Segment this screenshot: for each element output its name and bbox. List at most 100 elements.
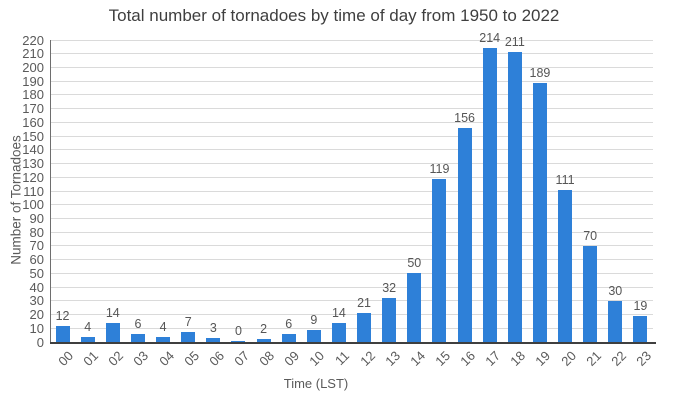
bar-value-label: 14 bbox=[331, 305, 346, 320]
y-tick-label: 20 bbox=[29, 307, 44, 323]
x-tick-label: 19 bbox=[532, 348, 554, 369]
y-gridline bbox=[50, 300, 653, 302]
y-gridline bbox=[50, 190, 653, 192]
x-tick-label: 07 bbox=[231, 348, 253, 369]
x-tick-label: 12 bbox=[356, 348, 378, 369]
bar-15 bbox=[432, 178, 447, 342]
y-tick-label: 100 bbox=[22, 197, 44, 213]
x-tick-label: 18 bbox=[507, 348, 529, 369]
bar-value-label: 6 bbox=[134, 316, 142, 331]
y-gridline bbox=[50, 108, 653, 110]
x-tick-label: 17 bbox=[482, 348, 504, 369]
y-tick-label: 10 bbox=[29, 320, 44, 336]
bar-value-label: 70 bbox=[583, 228, 598, 243]
bar-05 bbox=[181, 332, 196, 342]
bar-value-label: 4 bbox=[159, 319, 167, 334]
chart-title: Total number of tornadoes by time of day… bbox=[108, 6, 560, 25]
y-gridline bbox=[50, 94, 653, 96]
y-gridline bbox=[50, 176, 653, 178]
x-axis-line bbox=[50, 342, 656, 344]
bar-value-label: 14 bbox=[105, 305, 120, 320]
bar-value-label: 189 bbox=[529, 65, 551, 80]
x-tick-label: 06 bbox=[206, 348, 227, 369]
x-axis-title: Time (LST) bbox=[283, 376, 349, 391]
y-gridline bbox=[50, 204, 653, 206]
bar-value-label: 3 bbox=[209, 320, 217, 335]
y-gridline bbox=[50, 217, 653, 219]
x-tick-label: 23 bbox=[633, 348, 655, 369]
bar-03 bbox=[130, 333, 145, 342]
bar-00 bbox=[55, 325, 70, 342]
y-tick-label: 160 bbox=[22, 114, 44, 130]
y-gridline bbox=[50, 314, 653, 316]
bar-18 bbox=[507, 52, 522, 342]
bar-value-label: 32 bbox=[382, 281, 397, 296]
bar-value-label: 156 bbox=[454, 110, 475, 125]
y-tick-label: 90 bbox=[29, 210, 44, 226]
bar-value-label: 211 bbox=[504, 35, 525, 50]
x-tick-label: 11 bbox=[332, 348, 353, 369]
y-gridline bbox=[50, 245, 653, 247]
bar-23 bbox=[633, 315, 648, 342]
bar-value-label: 12 bbox=[55, 308, 70, 323]
y-tick-label: 50 bbox=[29, 265, 44, 281]
y-tick-label: 30 bbox=[29, 293, 44, 309]
y-tick-label: 60 bbox=[29, 252, 44, 268]
x-tick-label: 10 bbox=[306, 348, 328, 369]
y-gridline bbox=[50, 121, 653, 123]
y-gridline bbox=[50, 149, 653, 151]
y-gridline bbox=[50, 163, 653, 165]
bar-12 bbox=[357, 313, 372, 342]
x-tick-label: 02 bbox=[105, 348, 127, 369]
bar-07 bbox=[231, 340, 246, 342]
y-gridline bbox=[50, 327, 653, 329]
x-tick-label: 03 bbox=[130, 348, 152, 369]
bar-value-label: 50 bbox=[407, 256, 422, 271]
bar-19 bbox=[532, 82, 547, 342]
bar-value-label: 9 bbox=[310, 312, 318, 327]
bar-06 bbox=[206, 337, 221, 342]
bar-04 bbox=[156, 336, 171, 342]
y-gridline bbox=[50, 272, 653, 274]
x-tick-label: 14 bbox=[407, 348, 428, 369]
x-tick-label: 04 bbox=[155, 348, 177, 369]
y-tick-label: 170 bbox=[22, 101, 44, 117]
y-tick-label: 70 bbox=[29, 238, 44, 254]
bar-value-label: 119 bbox=[429, 161, 450, 176]
y-tick-label: 140 bbox=[22, 142, 44, 158]
y-tick-label: 180 bbox=[22, 87, 44, 103]
bar-01 bbox=[80, 336, 95, 342]
bar-value-label: 19 bbox=[633, 298, 648, 313]
y-axis-line bbox=[50, 40, 51, 342]
x-tick-label: 00 bbox=[55, 348, 77, 369]
bar-value-label: 0 bbox=[234, 323, 242, 338]
y-tick-label: 190 bbox=[22, 73, 44, 89]
bar-value-label: 21 bbox=[357, 296, 372, 311]
bar-21 bbox=[583, 245, 598, 342]
bar-value-label: 111 bbox=[555, 172, 575, 187]
bar-value-label: 2 bbox=[260, 322, 268, 337]
y-tick-label: 210 bbox=[22, 46, 44, 62]
y-tick-label: 130 bbox=[22, 156, 44, 172]
x-tick-label: 22 bbox=[608, 348, 629, 369]
bar-value-label: 30 bbox=[608, 283, 623, 298]
bar-value-label: 7 bbox=[184, 315, 192, 330]
y-gridline bbox=[50, 66, 653, 68]
y-gridline bbox=[50, 53, 653, 55]
bar-11 bbox=[331, 322, 346, 342]
x-tick-label: 13 bbox=[381, 348, 403, 369]
x-tick-label: 15 bbox=[432, 348, 454, 369]
bar-value-label: 4 bbox=[84, 319, 92, 334]
bar-13 bbox=[382, 298, 397, 342]
x-tick-label: 21 bbox=[582, 348, 604, 369]
y-gridline bbox=[50, 231, 653, 233]
bar-14 bbox=[407, 273, 422, 342]
y-tick-label: 200 bbox=[22, 59, 44, 75]
y-tick-label: 40 bbox=[29, 279, 44, 295]
bar-09 bbox=[281, 333, 296, 342]
bar-value-label: 6 bbox=[285, 316, 293, 331]
x-tick-label: 05 bbox=[180, 348, 202, 369]
y-gridline bbox=[50, 39, 653, 41]
bar-10 bbox=[306, 329, 321, 342]
y-tick-label: 220 bbox=[22, 32, 44, 48]
